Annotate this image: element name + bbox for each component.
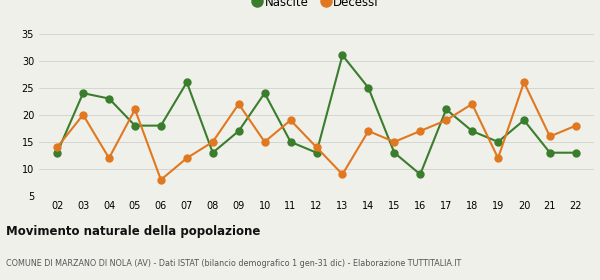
Text: COMUNE DI MARZANO DI NOLA (AV) - Dati ISTAT (bilancio demografico 1 gen-31 dic) : COMUNE DI MARZANO DI NOLA (AV) - Dati IS… [6, 259, 461, 268]
Text: Movimento naturale della popolazione: Movimento naturale della popolazione [6, 225, 260, 238]
Legend: Nascite, Decessi: Nascite, Decessi [250, 0, 383, 13]
